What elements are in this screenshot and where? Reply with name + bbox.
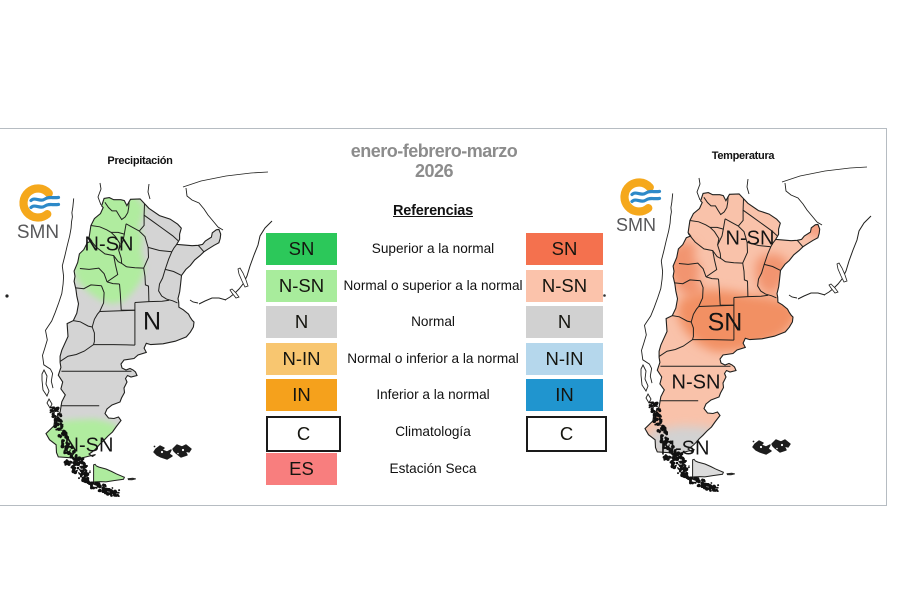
svg-text:SMN: SMN <box>616 215 656 235</box>
svg-text:SMN: SMN <box>17 222 59 243</box>
